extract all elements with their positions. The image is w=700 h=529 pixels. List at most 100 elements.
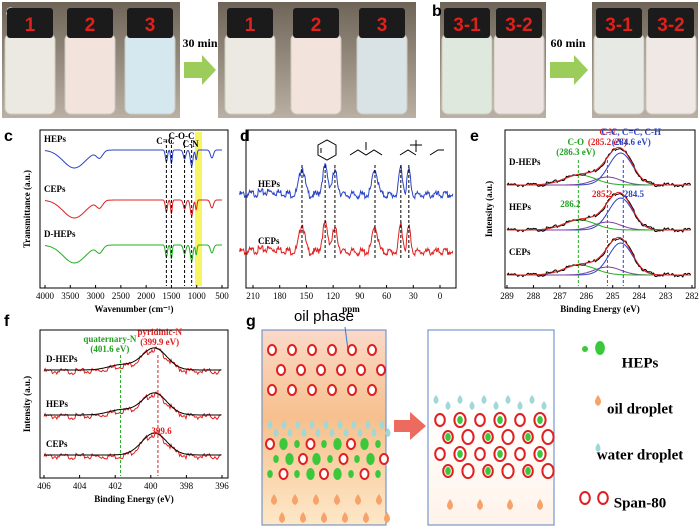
- annotation: 285.2: [592, 189, 613, 199]
- structure: [349, 140, 444, 156]
- vial-cap: [127, 8, 173, 38]
- vial-body: [224, 33, 276, 115]
- hep-particle: [537, 450, 543, 458]
- span80-droplet: [501, 463, 515, 479]
- span80-droplet: [434, 447, 446, 461]
- water-droplet: [505, 395, 511, 404]
- annotation: HEPs: [509, 202, 532, 212]
- annotation: 399.6: [151, 426, 172, 436]
- oil-droplet: [279, 512, 285, 523]
- curve: [507, 146, 691, 186]
- plot-frame: [39, 129, 229, 289]
- vial-body: [4, 33, 56, 115]
- vial-label: 2: [85, 15, 96, 36]
- curve: [239, 163, 454, 201]
- span80-droplet: [597, 491, 609, 505]
- span80-droplet: [461, 429, 475, 445]
- hep-particle: [445, 467, 451, 475]
- vial-cap: [67, 8, 113, 38]
- x-tick-label: 398: [180, 481, 194, 491]
- oil-droplet: [507, 499, 513, 510]
- span80-droplet: [346, 438, 356, 450]
- curve: [45, 199, 222, 219]
- span80-droplet: [461, 463, 475, 479]
- x-tick-label: 289: [500, 291, 514, 301]
- hep-particle: [354, 455, 360, 463]
- annotation: (284.6 eV): [612, 137, 651, 147]
- annotation: CEPs: [258, 236, 280, 246]
- annotation: CEPs: [44, 184, 66, 194]
- water-droplet: [287, 428, 293, 437]
- vial-cap: [648, 8, 694, 38]
- span80-droplet: [336, 364, 346, 376]
- oil-droplet: [292, 494, 298, 505]
- annotation: C-O-C: [169, 131, 195, 141]
- span80-droplet: [307, 344, 317, 356]
- x-tick-label: 283: [659, 291, 673, 301]
- annotation: (286.3 eV): [556, 147, 595, 157]
- span80-droplet: [379, 453, 389, 465]
- x-tick-label: 120: [326, 291, 340, 301]
- x-tick-label: 90: [355, 291, 365, 301]
- benzene: [317, 139, 337, 161]
- hep-particle: [485, 433, 491, 441]
- x-tick-label: 286: [580, 291, 594, 301]
- oil-phase-label: oil phase: [294, 308, 354, 325]
- span80-droplet: [514, 413, 526, 427]
- annotation: D-HEPs: [44, 229, 76, 239]
- hep-particle: [294, 470, 300, 478]
- span80-droplet: [474, 447, 486, 461]
- annotation: CEPs: [509, 247, 531, 257]
- y-axis-label: Intensity (a.u.): [22, 376, 32, 432]
- vial-body: [441, 33, 493, 115]
- span80-droplet: [327, 344, 337, 356]
- curve: [507, 191, 691, 231]
- oil-droplet: [321, 512, 327, 523]
- hep-particle: [279, 438, 288, 450]
- vial-body: [64, 33, 116, 115]
- x-tick-label: 4000: [36, 291, 55, 301]
- annotation: C-N: [599, 127, 615, 137]
- x-tick-label: 406: [37, 481, 51, 491]
- span80-droplet: [296, 364, 306, 376]
- panel-label: f: [4, 313, 10, 330]
- hep-particle: [445, 433, 451, 441]
- span80-droplet: [316, 364, 326, 376]
- vial-label: 1: [25, 15, 36, 36]
- span80-droplet: [278, 468, 289, 480]
- vial-label: 3-2: [657, 15, 684, 36]
- arrow: [394, 412, 426, 440]
- curve: [44, 392, 222, 416]
- annotation: HEPs: [46, 399, 69, 409]
- vial-cap: [444, 8, 490, 38]
- plot-frame: [39, 329, 229, 479]
- span80-droplet: [501, 429, 515, 445]
- span80-droplet: [298, 453, 308, 465]
- x-tick-label: 285: [606, 291, 620, 301]
- span80-droplet: [307, 384, 317, 396]
- span80-droplet: [359, 468, 370, 480]
- curve: [44, 347, 222, 371]
- x-tick-label: 500: [215, 291, 229, 301]
- x-tick-label: 150: [300, 291, 314, 301]
- annotation: (401.6 eV): [90, 344, 129, 354]
- water-droplet: [295, 420, 301, 429]
- water-droplet: [541, 401, 547, 410]
- span80-droplet: [376, 364, 386, 376]
- x-tick-label: 1500: [162, 291, 181, 301]
- annotation: C-N: [183, 139, 199, 149]
- water-droplet: [517, 401, 523, 410]
- water-droplet: [351, 420, 357, 429]
- annotation: C-O: [567, 137, 584, 147]
- legend-label: water droplet: [597, 447, 684, 463]
- interface-box: [427, 329, 555, 526]
- x-tick-label: 287: [553, 291, 567, 301]
- annotation: D-HEPs: [509, 157, 541, 167]
- x-tick-label: 2500: [112, 291, 131, 301]
- span80-droplet: [367, 384, 377, 396]
- arrow: [184, 55, 216, 85]
- x-tick-label: 404: [73, 481, 87, 491]
- oil-droplet: [537, 499, 543, 510]
- water-droplet: [481, 395, 487, 404]
- oil-droplet: [384, 512, 390, 523]
